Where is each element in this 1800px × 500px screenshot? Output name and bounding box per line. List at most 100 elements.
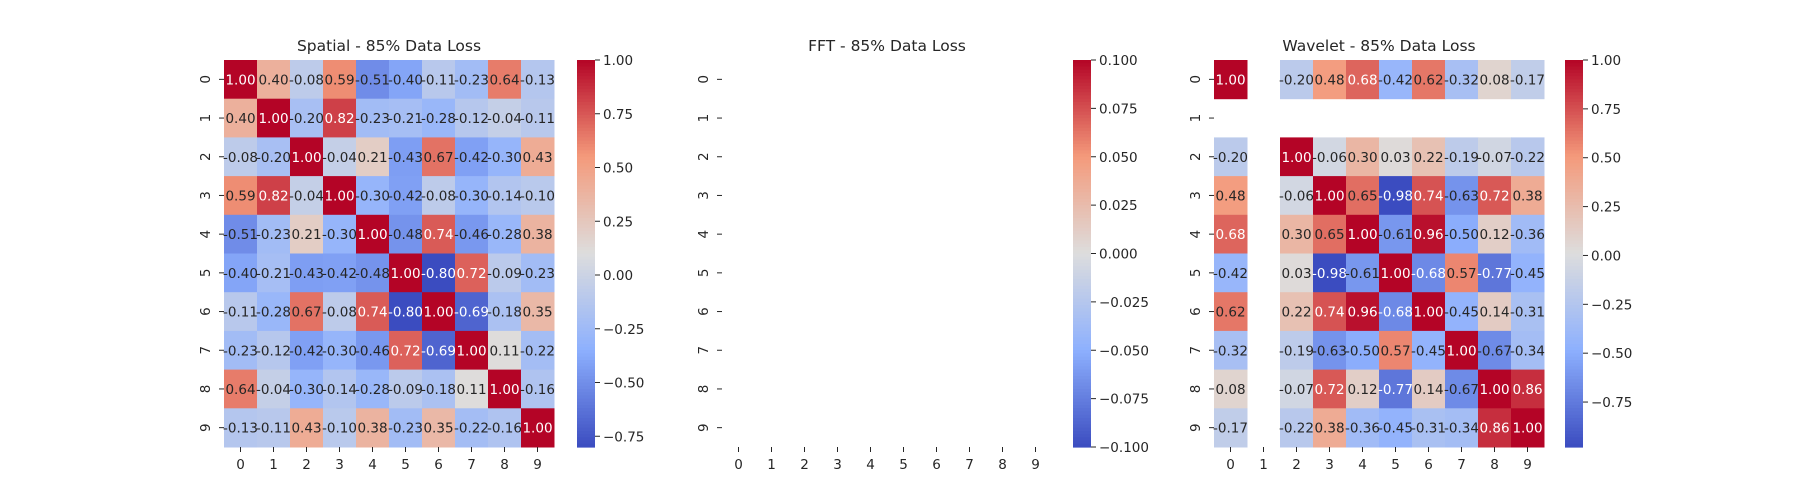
colorbar-gradient-step: [1073, 321, 1091, 326]
y-tick-label: 6: [198, 307, 214, 316]
colorbar-gradient-step: [577, 372, 595, 377]
cell-value-label: -0.16: [520, 382, 555, 398]
cell-value-label: 0.08: [1215, 382, 1245, 398]
colorbar-gradient-step: [577, 347, 595, 351]
colorbar-gradient-step: [577, 272, 595, 277]
colorbar-gradient-step: [1565, 434, 1583, 438]
colorbar-gradient-step: [577, 366, 595, 371]
colorbar-gradient-step: [577, 305, 595, 309]
heatmap-cell: [521, 292, 555, 332]
colorbar-gradient-step: [577, 337, 595, 342]
heatmap-cell: [1379, 330, 1413, 371]
cell-value-label: -0.45: [1444, 305, 1479, 321]
heatmap-cell: [1412, 137, 1446, 177]
cell-value-label: -0.42: [1378, 72, 1413, 88]
colorbar-gradient-step: [1565, 382, 1583, 387]
colorbar-gradient-step: [1565, 189, 1583, 193]
cell-value-label: -0.17: [1213, 421, 1248, 437]
colorbar-gradient-step: [1073, 414, 1091, 419]
cell-value-label: -0.61: [1345, 266, 1380, 282]
cell-value-label: -0.67: [1477, 343, 1512, 359]
colorbar-gradient-step: [577, 321, 595, 326]
colorbar-tick-label: 0.75: [603, 107, 633, 123]
heatmap-cell: [257, 98, 291, 138]
colorbar-gradient-step: [577, 379, 595, 384]
heatmap-cell: [521, 330, 555, 371]
cell-value-label: -0.18: [487, 305, 522, 321]
colorbar-gradient-step: [1073, 147, 1091, 151]
colorbar-tick-label: 0.25: [603, 214, 633, 230]
colorbar-gradient-step: [577, 221, 595, 226]
heatmap-cell: [488, 253, 522, 293]
cell-value-label: 1.00: [357, 227, 387, 243]
x-tick-label: 7: [467, 457, 476, 473]
colorbar-gradient-step: [577, 243, 595, 248]
colorbar-gradient-step: [1073, 214, 1091, 219]
colorbar-gradient-step: [577, 159, 595, 164]
colorbar-gradient-step: [1073, 369, 1091, 374]
colorbar-tick-label: 0.000: [1099, 247, 1138, 263]
colorbar-gradient-step: [1565, 230, 1583, 235]
cell-value-label: -0.14: [487, 188, 522, 204]
heatmap-cell: [1280, 214, 1314, 254]
colorbar-tick-label: 0.75: [1591, 102, 1621, 118]
cell-value-label: -0.12: [454, 111, 489, 127]
colorbar-gradient-step: [577, 179, 595, 184]
colorbar-gradient-step: [577, 218, 595, 222]
colorbar-gradient-step: [1565, 285, 1583, 290]
colorbar-gradient-step: [1073, 372, 1091, 377]
colorbar-gradient-step: [1073, 89, 1091, 93]
colorbar-gradient-step: [1565, 79, 1583, 84]
colorbar-gradient-step: [1073, 137, 1091, 142]
cell-value-label: -0.10: [322, 421, 357, 437]
cell-value-label: -0.13: [223, 421, 258, 437]
colorbar-tick-label: −0.50: [1591, 346, 1632, 362]
colorbar-gradient-step: [1565, 253, 1583, 258]
cell-value-label: 0.62: [1215, 305, 1245, 321]
colorbar-gradient-step: [577, 330, 595, 335]
cell-value-label: 0.59: [324, 72, 354, 88]
colorbar-gradient-step: [1073, 143, 1091, 148]
heatmap-cell: [1412, 292, 1446, 332]
colorbar-gradient-step: [1073, 134, 1091, 138]
cell-value-label: 0.74: [357, 305, 387, 321]
heatmap-cell: [422, 292, 456, 332]
heatmap-cell: [1214, 176, 1248, 216]
cell-value-label: -0.18: [421, 382, 456, 398]
colorbar-gradient-step: [1565, 192, 1583, 197]
cell-value-label: -0.34: [1510, 343, 1545, 359]
cell-value-label: 0.40: [225, 111, 255, 127]
cell-value-label: 1.00: [390, 266, 420, 282]
heatmap-cell: [1445, 369, 1479, 409]
cell-value-label: 1.00: [1215, 72, 1245, 88]
colorbar-gradient-step: [1073, 72, 1091, 77]
colorbar-gradient-step: [1565, 440, 1583, 445]
colorbar-gradient-step: [1073, 427, 1091, 432]
colorbar-gradient-step: [1073, 156, 1091, 161]
cell-value-label: -0.08: [322, 305, 357, 321]
colorbar-gradient-step: [577, 140, 595, 145]
heatmap-cell: [224, 292, 258, 332]
heatmap-cell: [1313, 292, 1347, 332]
heatmap-cell: [257, 408, 291, 448]
heatmap-cell: [1379, 60, 1413, 100]
cell-value-label: -0.50: [1345, 343, 1380, 359]
cell-value-label: 1.00: [324, 188, 354, 204]
heatmap-cell: [389, 330, 423, 371]
heatmap-cell: [224, 408, 258, 448]
heatmap-cell: [1280, 253, 1314, 293]
heatmap-cell: [356, 98, 390, 138]
colorbar-gradient-step: [577, 185, 595, 190]
colorbar-gradient-step: [1073, 101, 1091, 106]
heatmap-cell: [521, 369, 555, 409]
colorbar-gradient-step: [577, 405, 595, 409]
colorbar-gradient-step: [1073, 250, 1091, 255]
colorbar-gradient-step: [1565, 430, 1583, 435]
y-tick-label: 0: [1188, 75, 1204, 84]
cell-value-label: -0.08: [289, 72, 324, 88]
colorbar-gradient-step: [1073, 392, 1091, 396]
colorbar-gradient-step: [1565, 276, 1583, 280]
cell-value-label: -0.32: [1444, 72, 1479, 88]
colorbar-gradient-step: [1073, 292, 1091, 297]
colorbar-gradient-step: [577, 256, 595, 261]
